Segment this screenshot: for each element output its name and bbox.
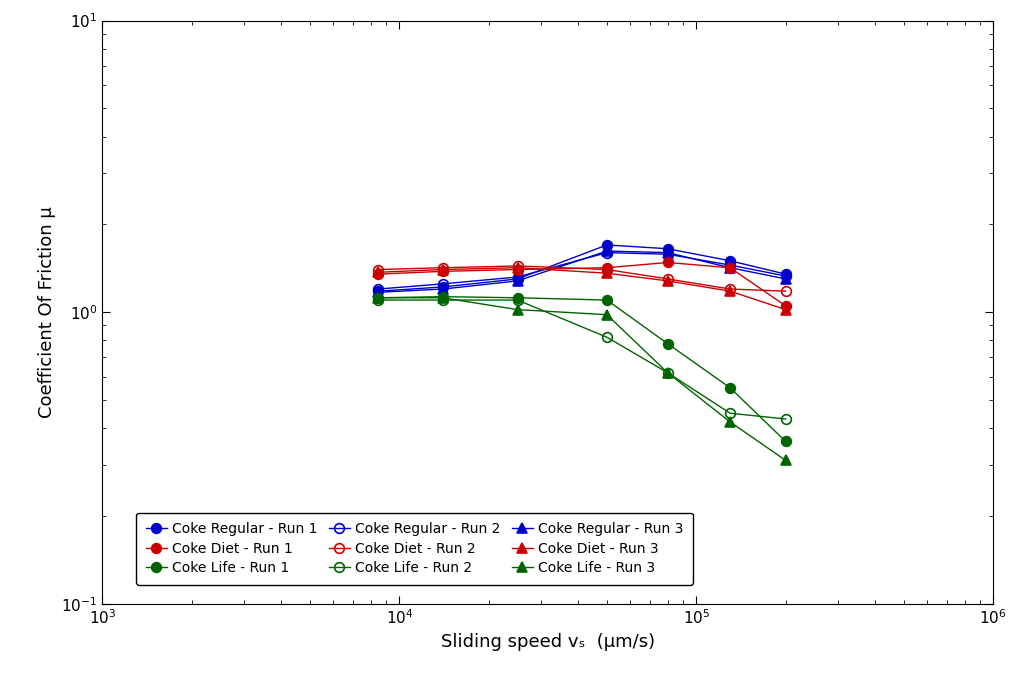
Coke Regular - Run 1 xyxy=(601,241,613,249)
Coke Diet - Run 3 xyxy=(373,268,385,276)
Coke Diet - Run 3 xyxy=(662,276,674,285)
Coke Life - Run 2 xyxy=(436,296,449,304)
Coke Diet - Run 2 xyxy=(373,265,385,274)
Coke Diet - Run 2 xyxy=(436,263,449,272)
Coke Regular - Run 3 xyxy=(662,248,674,257)
Coke Regular - Run 2 xyxy=(662,250,674,259)
Coke Regular - Run 2 xyxy=(601,248,613,257)
Coke Life - Run 1 xyxy=(511,294,523,302)
Coke Diet - Run 1 xyxy=(779,302,792,310)
Coke Diet - Run 2 xyxy=(601,265,613,274)
Coke Diet - Run 1 xyxy=(662,259,674,267)
Coke Life - Run 2 xyxy=(373,296,385,304)
Coke Diet - Run 1 xyxy=(724,263,736,272)
Coke Regular - Run 3 xyxy=(601,247,613,255)
Coke Life - Run 3 xyxy=(601,311,613,319)
Coke Diet - Run 1 xyxy=(601,263,613,272)
Coke Life - Run 1 xyxy=(662,340,674,348)
Line: Coke Life - Run 1: Coke Life - Run 1 xyxy=(374,292,791,447)
Line: Coke Diet - Run 1: Coke Diet - Run 1 xyxy=(374,258,791,311)
Line: Coke Diet - Run 3: Coke Diet - Run 3 xyxy=(374,263,791,314)
Coke Regular - Run 2 xyxy=(436,280,449,288)
Coke Life - Run 2 xyxy=(511,296,523,304)
Line: Coke Diet - Run 2: Coke Diet - Run 2 xyxy=(374,261,791,296)
X-axis label: Sliding speed vₛ  (μm/s): Sliding speed vₛ (μm/s) xyxy=(440,632,655,651)
Coke Life - Run 3 xyxy=(511,305,523,314)
Coke Diet - Run 2 xyxy=(724,285,736,293)
Line: Coke Life - Run 2: Coke Life - Run 2 xyxy=(374,295,791,424)
Line: Coke Regular - Run 1: Coke Regular - Run 1 xyxy=(374,240,791,296)
Coke Regular - Run 3 xyxy=(779,275,792,283)
Coke Diet - Run 3 xyxy=(511,263,523,272)
Coke Life - Run 3 xyxy=(724,418,736,426)
Coke Life - Run 1 xyxy=(436,292,449,300)
Coke Life - Run 3 xyxy=(779,456,792,464)
Coke Life - Run 3 xyxy=(436,294,449,302)
Coke Diet - Run 2 xyxy=(779,287,792,295)
Coke Regular - Run 3 xyxy=(373,288,385,296)
Coke Diet - Run 1 xyxy=(373,270,385,279)
Coke Life - Run 1 xyxy=(601,296,613,304)
Line: Coke Regular - Run 2: Coke Regular - Run 2 xyxy=(374,248,791,294)
Coke Diet - Run 1 xyxy=(511,265,523,274)
Coke Diet - Run 2 xyxy=(662,275,674,283)
Coke Regular - Run 2 xyxy=(373,285,385,293)
Coke Life - Run 1 xyxy=(779,438,792,446)
Coke Diet - Run 3 xyxy=(724,287,736,295)
Coke Life - Run 2 xyxy=(779,415,792,423)
Coke Life - Run 1 xyxy=(373,294,385,302)
Coke Regular - Run 2 xyxy=(724,261,736,269)
Coke Life - Run 3 xyxy=(373,294,385,302)
Coke Regular - Run 2 xyxy=(779,272,792,280)
Coke Regular - Run 1 xyxy=(724,257,736,265)
Line: Coke Life - Run 3: Coke Life - Run 3 xyxy=(374,293,791,465)
Coke Regular - Run 1 xyxy=(662,245,674,253)
Legend: Coke Regular - Run 1, Coke Diet - Run 1, Coke Life - Run 1, Coke Regular - Run 2: Coke Regular - Run 1, Coke Diet - Run 1,… xyxy=(136,512,693,585)
Coke Life - Run 2 xyxy=(662,368,674,377)
Coke Life - Run 3 xyxy=(662,368,674,377)
Line: Coke Regular - Run 3: Coke Regular - Run 3 xyxy=(374,246,791,297)
Coke Diet - Run 3 xyxy=(779,305,792,314)
Coke Regular - Run 1 xyxy=(779,270,792,279)
Coke Regular - Run 3 xyxy=(511,276,523,285)
Coke Regular - Run 3 xyxy=(724,263,736,272)
Coke Regular - Run 2 xyxy=(511,273,523,281)
Coke Life - Run 2 xyxy=(724,409,736,417)
Coke Regular - Run 1 xyxy=(436,283,449,291)
Coke Life - Run 1 xyxy=(724,383,736,392)
Y-axis label: Coefficient Of Friction μ: Coefficient Of Friction μ xyxy=(38,206,55,418)
Coke Regular - Run 1 xyxy=(373,287,385,295)
Coke Regular - Run 3 xyxy=(436,285,449,293)
Coke Regular - Run 1 xyxy=(511,275,523,283)
Coke Diet - Run 2 xyxy=(511,262,523,270)
Coke Diet - Run 3 xyxy=(436,265,449,274)
Coke Diet - Run 1 xyxy=(436,268,449,276)
Coke Diet - Run 3 xyxy=(601,269,613,277)
Coke Life - Run 2 xyxy=(601,333,613,342)
